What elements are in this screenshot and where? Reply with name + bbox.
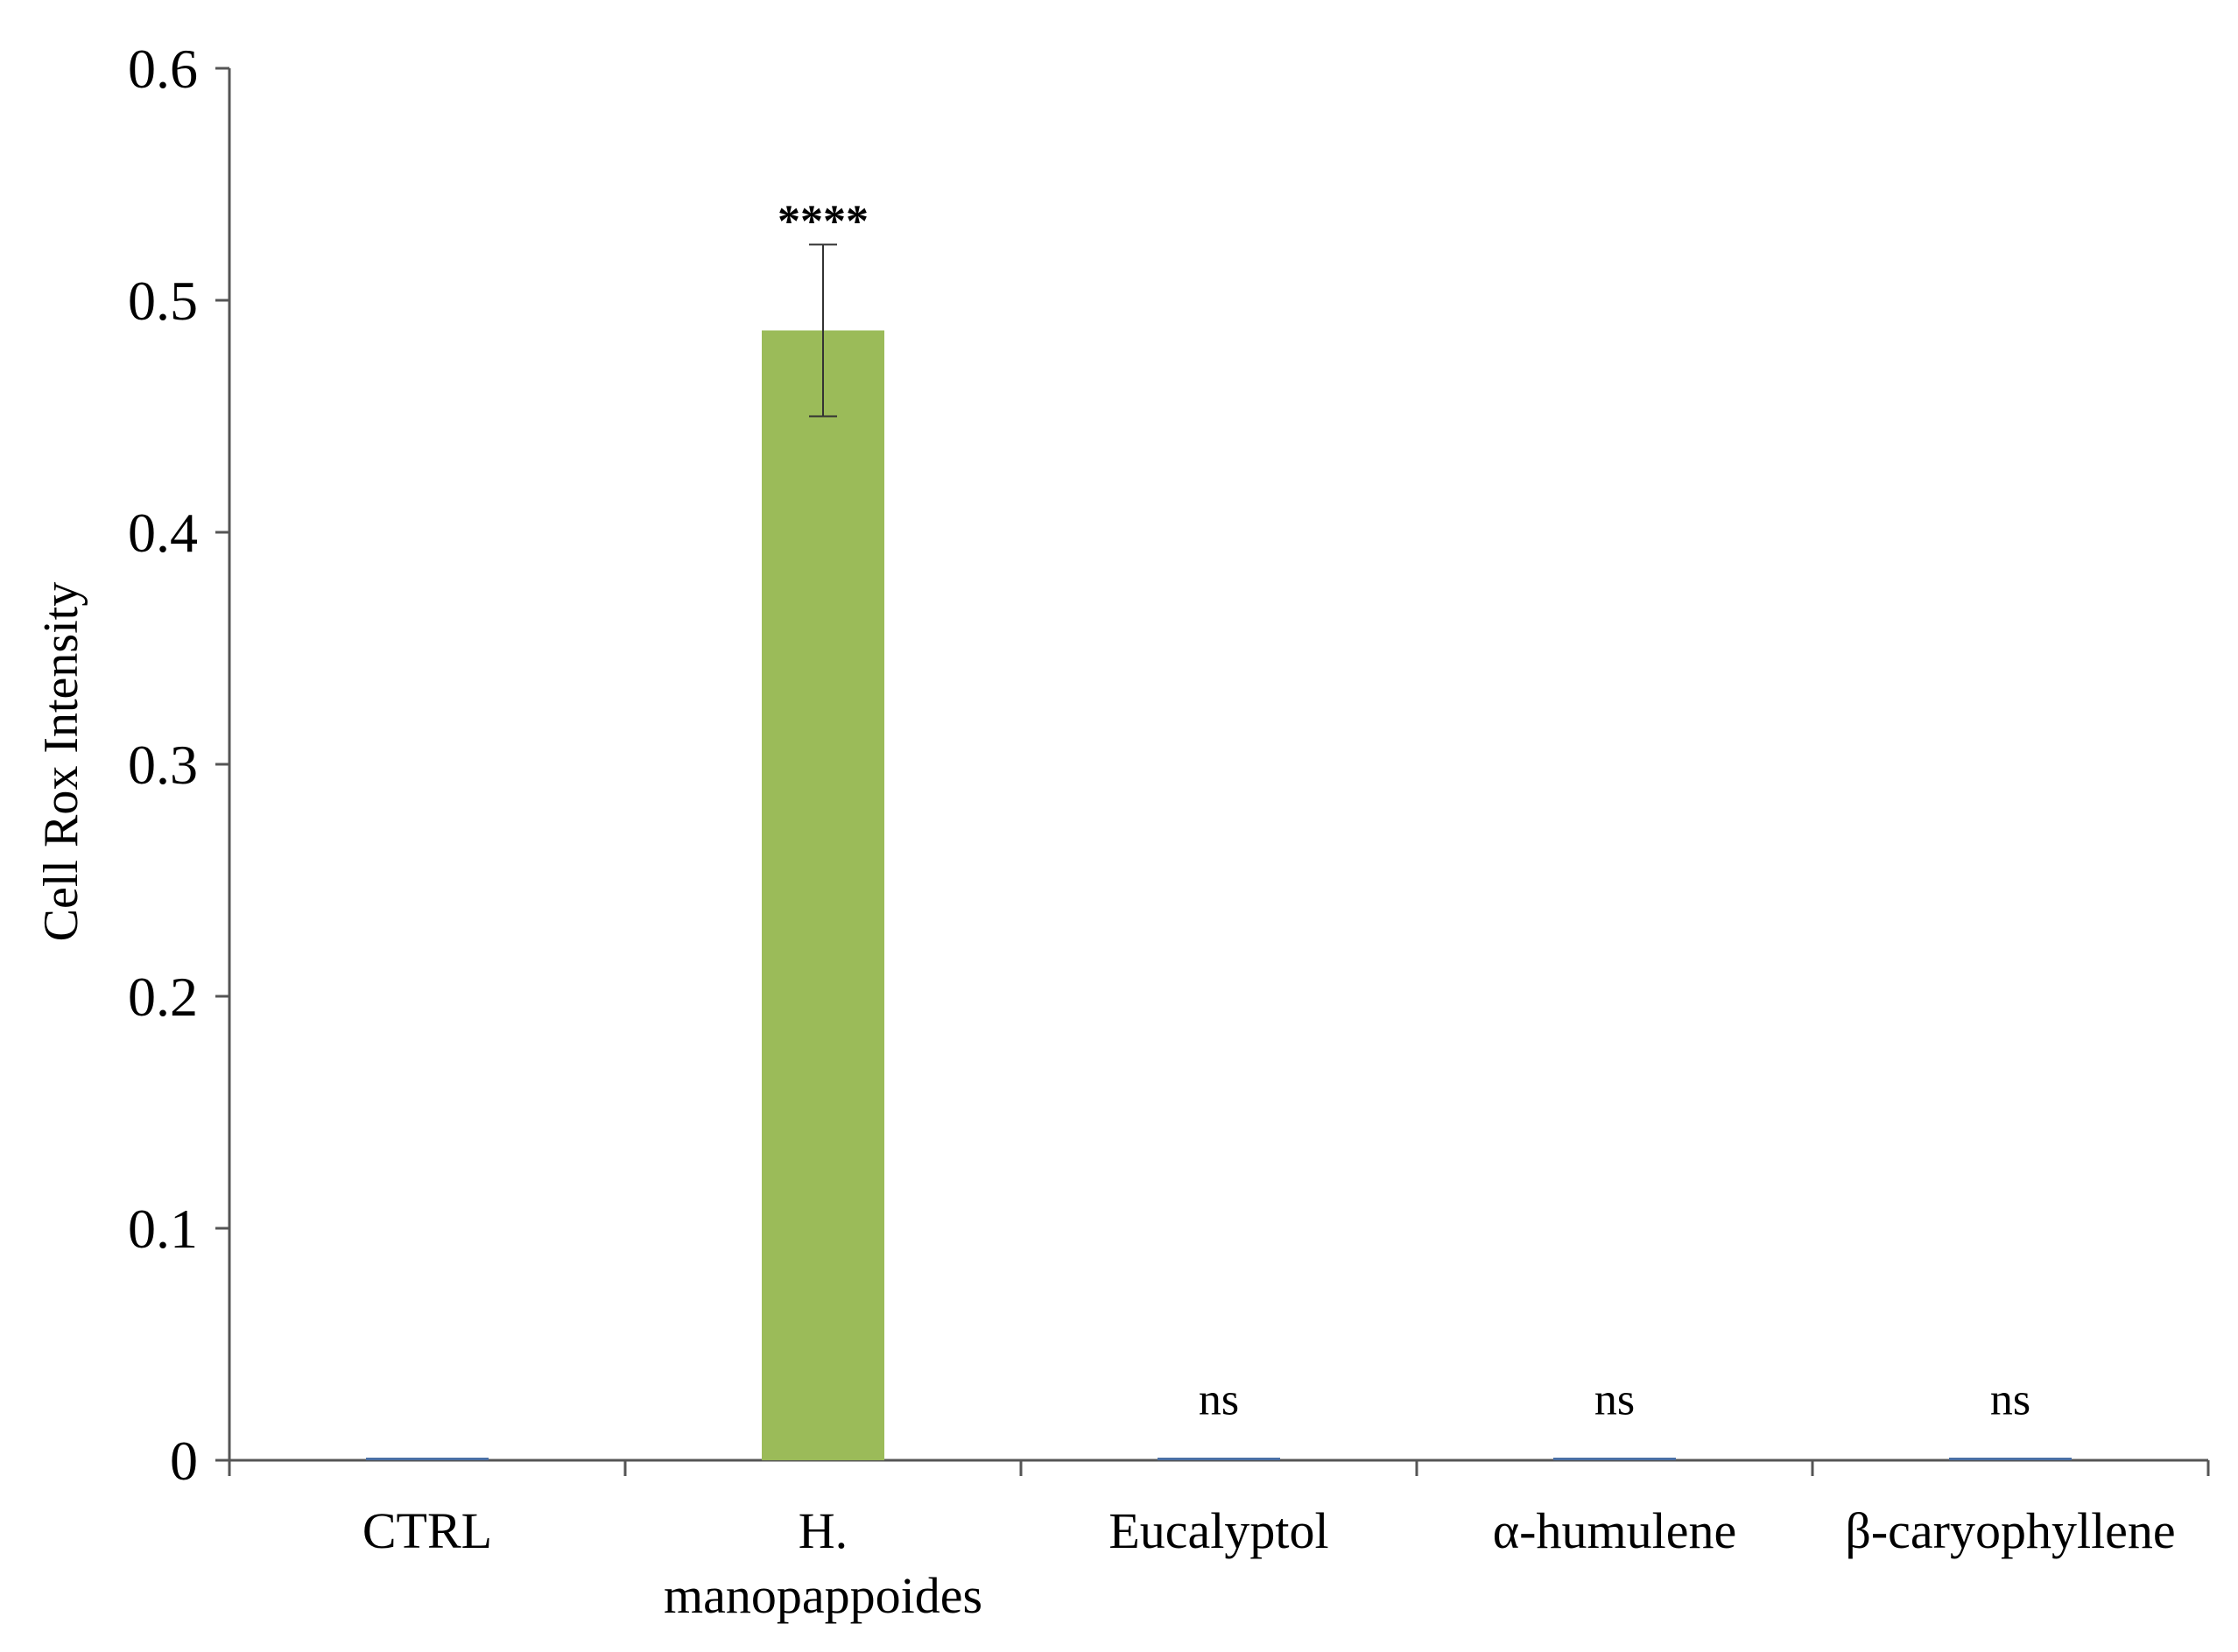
- x-category-label: manopappoides: [664, 1567, 982, 1624]
- significance-label: ****: [778, 196, 869, 246]
- significance-label: ns: [1594, 1374, 1635, 1424]
- x-category-label: α-humulene: [1493, 1502, 1736, 1559]
- bar: [1949, 1458, 2072, 1460]
- x-category-label: Eucalyptol: [1108, 1502, 1328, 1559]
- y-tick-label: 0.6: [128, 38, 198, 100]
- y-tick-labels: 0 0.1 0.2 0.3 0.4 0.5 0.6: [128, 38, 198, 1492]
- y-tick-label: 0.3: [128, 734, 198, 796]
- y-tick-label: 0.1: [128, 1198, 198, 1260]
- y-tick-label: 0.4: [128, 502, 198, 564]
- axes: [215, 67, 2210, 1476]
- y-tick-label: 0.5: [128, 270, 198, 332]
- y-tick-label: 0: [170, 1430, 198, 1492]
- bars: [366, 330, 2072, 1461]
- x-category-label: CTRL: [362, 1502, 492, 1559]
- significance-label: ns: [1199, 1374, 1239, 1424]
- bar: [1158, 1458, 1280, 1460]
- bar: [1553, 1458, 1676, 1460]
- bar: [366, 1458, 489, 1460]
- significance-label: ns: [1990, 1374, 2030, 1424]
- x-category-label: β-caryophyllene: [1845, 1502, 2175, 1559]
- annotations: **** ns ns ns: [778, 196, 2030, 1424]
- bar: [762, 330, 884, 1461]
- x-category-label: H.: [799, 1502, 848, 1559]
- y-tick-label: 0.2: [128, 966, 198, 1028]
- y-axis-title: Cell Rox Intensity: [34, 582, 88, 942]
- x-category-labels: CTRL H. manopappoides Eucalyptol α-humulene β…: [362, 1502, 2176, 1624]
- error-bars: [809, 243, 837, 418]
